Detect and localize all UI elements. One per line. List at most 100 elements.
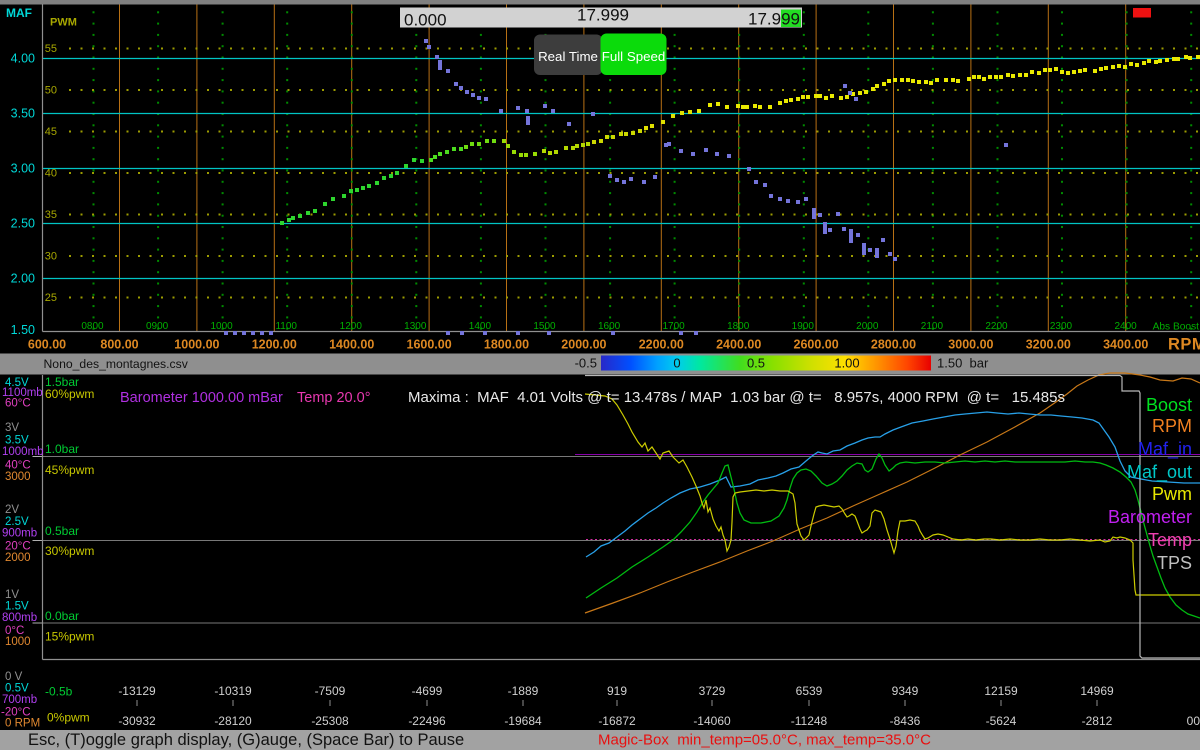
svg-text:Maf_out: Maf_out xyxy=(1127,462,1192,483)
svg-text:-14060: -14060 xyxy=(693,714,731,728)
svg-text:1100mb: 1100mb xyxy=(2,387,43,399)
svg-text:2800.00: 2800.00 xyxy=(871,338,916,352)
svg-text:2.00: 2.00 xyxy=(11,272,35,286)
svg-text:800mb: 800mb xyxy=(2,612,37,624)
svg-text:3200.00: 3200.00 xyxy=(1026,338,1071,352)
svg-text:14969: 14969 xyxy=(1080,684,1114,698)
svg-text:1600: 1600 xyxy=(598,321,621,332)
svg-text:-8436: -8436 xyxy=(890,714,921,728)
svg-text:RPM: RPM xyxy=(1152,416,1192,436)
svg-text:1000mb: 1000mb xyxy=(2,446,44,458)
svg-text:-4699: -4699 xyxy=(412,684,443,698)
svg-text:1.00: 1.00 xyxy=(834,356,859,371)
svg-text:2.50: 2.50 xyxy=(11,217,35,231)
svg-text:15%pwm: 15%pwm xyxy=(45,630,94,644)
svg-text:-22496: -22496 xyxy=(408,714,446,728)
svg-text:919: 919 xyxy=(607,684,627,698)
svg-text:Esc, (T)oggle graph display, (: Esc, (T)oggle graph display, (G)auge, (S… xyxy=(28,731,464,749)
svg-text:1000: 1000 xyxy=(5,636,31,648)
svg-text:3400.00: 3400.00 xyxy=(1103,338,1148,352)
svg-text:0.000: 0.000 xyxy=(404,11,447,30)
svg-text:-25308: -25308 xyxy=(311,714,349,728)
svg-text:2200: 2200 xyxy=(985,321,1008,332)
svg-text:-7509: -7509 xyxy=(315,684,346,698)
svg-text:45%pwm: 45%pwm xyxy=(45,463,94,477)
svg-text:35: 35 xyxy=(45,209,57,221)
svg-text:1600.00: 1600.00 xyxy=(407,338,452,352)
svg-text:1500: 1500 xyxy=(533,321,556,332)
svg-text:-11248: -11248 xyxy=(791,714,828,728)
svg-text:Pwm: Pwm xyxy=(1152,484,1192,504)
svg-text:2000: 2000 xyxy=(856,321,879,332)
svg-text:MAF: MAF xyxy=(6,6,32,20)
svg-text:Magic-Box min_temp=05.0°C, ma: Magic-Box min_temp=05.0°C, max_temp=35.0… xyxy=(598,732,931,749)
svg-text:700mb: 700mb xyxy=(2,694,37,706)
svg-text:1000: 1000 xyxy=(210,321,233,332)
svg-text:3000.00: 3000.00 xyxy=(948,338,993,352)
svg-text:-0.5b: -0.5b xyxy=(45,685,73,699)
svg-text:2V: 2V xyxy=(5,504,19,516)
svg-text:40°C: 40°C xyxy=(5,460,31,472)
svg-text:-19684: -19684 xyxy=(504,714,542,728)
svg-text:3.5V: 3.5V xyxy=(5,435,29,447)
svg-text:0 RPM: 0 RPM xyxy=(5,718,40,730)
svg-text:2.5V: 2.5V xyxy=(5,516,29,528)
svg-text:0°C: 0°C xyxy=(5,625,24,637)
svg-text:1V: 1V xyxy=(5,589,19,601)
svg-text:Nono_des_montagnes.csv: Nono_des_montagnes.csv xyxy=(44,357,189,371)
svg-text:1400: 1400 xyxy=(469,321,492,332)
svg-text:0.5bar: 0.5bar xyxy=(45,524,79,538)
svg-text:Temp: Temp xyxy=(1148,530,1192,550)
svg-text:1000.00: 1000.00 xyxy=(174,338,219,352)
svg-text:30%pwm: 30%pwm xyxy=(45,544,94,558)
svg-text:0900: 0900 xyxy=(146,321,169,332)
svg-text:0 V: 0 V xyxy=(5,671,23,683)
svg-text:-2812: -2812 xyxy=(1082,714,1113,728)
svg-text:40: 40 xyxy=(45,168,57,180)
svg-text:-20°C: -20°C xyxy=(1,707,31,719)
svg-text:PWM: PWM xyxy=(50,17,77,29)
svg-text:1100: 1100 xyxy=(275,321,297,332)
svg-text:Barometer 1000.00 mBar: Barometer 1000.00 mBar xyxy=(120,390,283,406)
svg-text:Real Time: Real Time xyxy=(538,49,598,64)
svg-text:0.5V: 0.5V xyxy=(5,683,29,695)
svg-text:2600.00: 2600.00 xyxy=(794,338,839,352)
svg-text:2100: 2100 xyxy=(921,321,944,332)
svg-text:-30932: -30932 xyxy=(118,714,156,728)
svg-text:3V: 3V xyxy=(5,422,19,434)
svg-text:600.00: 600.00 xyxy=(28,338,66,352)
svg-text:0.5: 0.5 xyxy=(747,356,765,371)
svg-text:-0.5: -0.5 xyxy=(575,356,597,371)
svg-text:800.00: 800.00 xyxy=(100,338,138,352)
svg-text:-28120: -28120 xyxy=(214,714,252,728)
svg-text:4.5V: 4.5V xyxy=(5,377,29,389)
svg-text:-1889: -1889 xyxy=(508,684,539,698)
svg-text:60%pwm: 60%pwm xyxy=(45,387,94,401)
svg-text:30: 30 xyxy=(45,251,57,263)
svg-text:3729: 3729 xyxy=(699,684,726,698)
svg-text:45: 45 xyxy=(45,126,57,138)
svg-text:3.50: 3.50 xyxy=(11,107,35,121)
svg-text:-10319: -10319 xyxy=(214,684,252,698)
svg-text:2400.00: 2400.00 xyxy=(716,338,761,352)
svg-text:1400.00: 1400.00 xyxy=(329,338,374,352)
svg-text:-13129: -13129 xyxy=(118,684,156,698)
svg-text:17.999: 17.999 xyxy=(577,6,629,25)
svg-text:1800.00: 1800.00 xyxy=(484,338,529,352)
svg-text:6539: 6539 xyxy=(796,684,823,698)
svg-text:Temp 20.0°: Temp 20.0° xyxy=(297,390,371,406)
svg-text:9349: 9349 xyxy=(892,684,919,698)
svg-text:1900: 1900 xyxy=(792,321,815,332)
svg-text:2200.00: 2200.00 xyxy=(639,338,684,352)
svg-text:1.50: 1.50 xyxy=(11,323,35,337)
svg-text:4.00: 4.00 xyxy=(11,52,35,66)
svg-text:1200.00: 1200.00 xyxy=(252,338,297,352)
svg-text:Maxima : MAF 4.01 Volts @ t=: Maxima : MAF 4.01 Volts @ t= 13.478s / M… xyxy=(408,389,1065,406)
svg-text:0: 0 xyxy=(673,356,680,371)
svg-text:1.5bar: 1.5bar xyxy=(45,375,79,389)
svg-text:1.50 bar: 1.50 bar xyxy=(937,356,989,371)
svg-text:1800: 1800 xyxy=(727,321,750,332)
svg-text:1.0bar: 1.0bar xyxy=(45,442,79,456)
svg-text:1200: 1200 xyxy=(340,321,363,332)
svg-text:TPS: TPS xyxy=(1157,553,1192,573)
